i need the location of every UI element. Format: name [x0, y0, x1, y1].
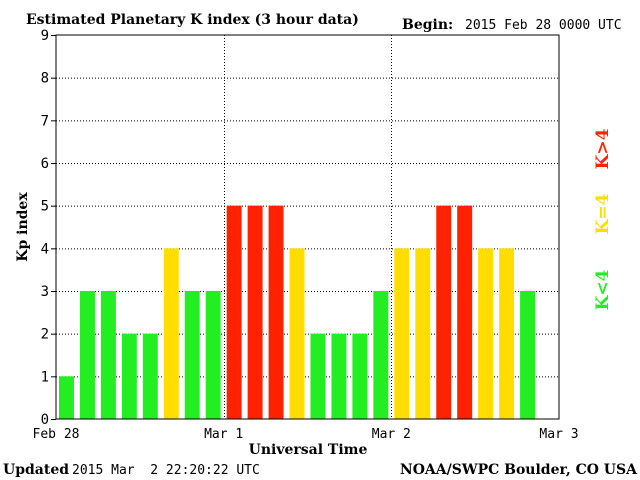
- kp-bar: [394, 248, 410, 419]
- kp-bar: [184, 291, 200, 419]
- kp-bar: [373, 291, 389, 419]
- begin-value: 2015 Feb 28 0000 UTC: [465, 18, 622, 33]
- credit-text: NOAA/SWPC Boulder, CO USA: [400, 462, 638, 478]
- kp-bar: [499, 248, 515, 419]
- x-tick-labels: Feb 28 Mar 1 Mar 2 Mar 3: [33, 427, 579, 442]
- kp-bar: [478, 248, 494, 419]
- kp-bar: [100, 291, 116, 419]
- y-tick-label: 7: [41, 113, 49, 129]
- y-tick-label: 3: [41, 284, 49, 300]
- kp-bar: [268, 205, 284, 419]
- legend-high: K>4: [593, 128, 613, 169]
- kp-bar: [205, 291, 221, 419]
- kp-bar: [415, 248, 431, 419]
- x-tick-label: Mar 3: [539, 427, 578, 442]
- y-tick-label: 8: [41, 71, 49, 87]
- y-tick-label: 0: [41, 412, 49, 428]
- kp-bar: [79, 291, 95, 419]
- begin-label: Begin:: [402, 17, 453, 33]
- x-tick-label: Feb 28: [33, 427, 80, 442]
- updated-label: Updated: [3, 462, 69, 478]
- kp-bar: [142, 333, 158, 419]
- kp-bar: [520, 291, 536, 419]
- y-tick-labels: 0 1 2 3 4 5 6 7 8 9: [41, 28, 56, 428]
- kp-bar: [247, 205, 263, 419]
- kp-bar: [59, 376, 74, 419]
- x-axis-label: Universal Time: [249, 442, 368, 458]
- y-tick-label: 5: [41, 199, 49, 215]
- grid-lines: [56, 35, 559, 419]
- kp-bar: [121, 333, 137, 419]
- y-tick-label: 4: [41, 241, 49, 257]
- y-tick-label: 1: [41, 369, 49, 385]
- legend-low: K<4: [593, 269, 613, 310]
- kp-bar: [331, 333, 347, 419]
- kp-bar: [163, 248, 179, 419]
- chart-title: Estimated Planetary K index (3 hour data…: [26, 12, 359, 28]
- y-tick-label: 9: [41, 28, 49, 44]
- kp-bar: [457, 205, 473, 419]
- bars: [59, 205, 536, 419]
- kp-bar: [226, 205, 242, 419]
- kp-bar: [289, 248, 305, 419]
- updated-value: 2015 Mar 2 22:20:22 UTC: [72, 463, 260, 478]
- plot-frame: [55, 34, 560, 420]
- kp-bar: [352, 333, 368, 419]
- y-tick-label: 2: [41, 327, 49, 343]
- kp-bar: [436, 205, 452, 419]
- kp-bar: [310, 333, 326, 419]
- x-tick-label: Mar 1: [204, 427, 243, 442]
- y-axis-label: Kp index: [15, 192, 31, 262]
- x-tick-label: Mar 2: [372, 427, 411, 442]
- y-tick-label: 6: [41, 156, 49, 172]
- legend-equal: K=4: [593, 193, 613, 234]
